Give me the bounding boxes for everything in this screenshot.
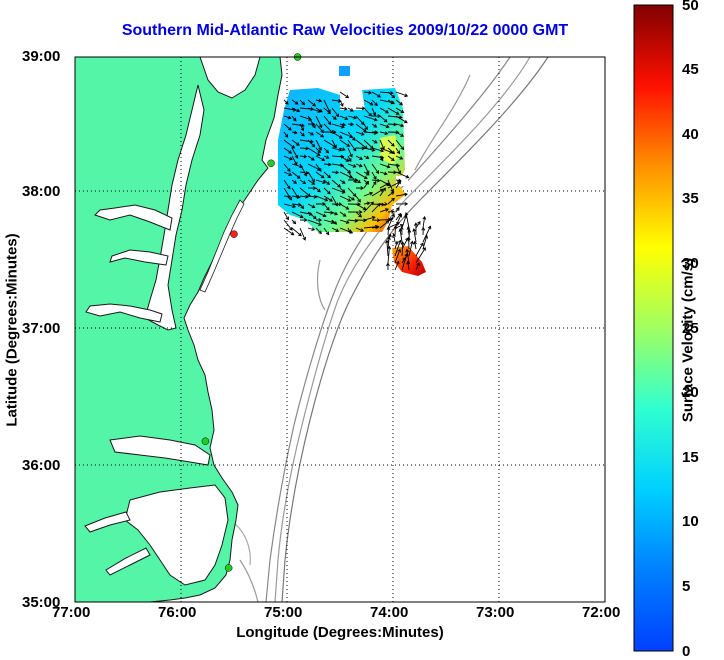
y-axis-label: Latitude (Degrees:Minutes) (4, 233, 21, 426)
colorbar-tick: 35 (682, 190, 699, 207)
colorbar-label: Surface Velocity (cm/s) (680, 258, 697, 422)
station-marker (268, 160, 275, 167)
colorbar-tick: 45 (682, 61, 699, 78)
colorbar-tick: 10 (682, 513, 699, 530)
colorbar (634, 5, 673, 651)
station-marker (231, 231, 238, 238)
colorbar-tick: 15 (682, 449, 699, 466)
velocity-cell (339, 66, 350, 76)
station-marker (202, 438, 209, 445)
colorbar-tick: 40 (682, 126, 699, 143)
colorbar-tick: 0 (682, 643, 690, 660)
station-marker (225, 564, 232, 571)
y-tick-39: 39:00 (22, 48, 60, 65)
y-tick-35: 35:00 (22, 594, 60, 611)
y-tick-37: 37:00 (22, 320, 60, 337)
colorbar-tick: 50 (682, 0, 699, 14)
y-tick-36: 36:00 (22, 457, 60, 474)
x-tick-75: 75:00 (264, 604, 302, 621)
colorbar-tick: 5 (682, 578, 690, 595)
y-tick-38: 38:00 (22, 183, 60, 200)
x-tick-76: 76:00 (158, 604, 196, 621)
x-tick-74: 74:00 (370, 604, 408, 621)
x-tick-73: 73:00 (476, 604, 514, 621)
x-axis-label: Longitude (Degrees:Minutes) (75, 624, 605, 641)
x-tick-72: 72:00 (582, 604, 620, 621)
